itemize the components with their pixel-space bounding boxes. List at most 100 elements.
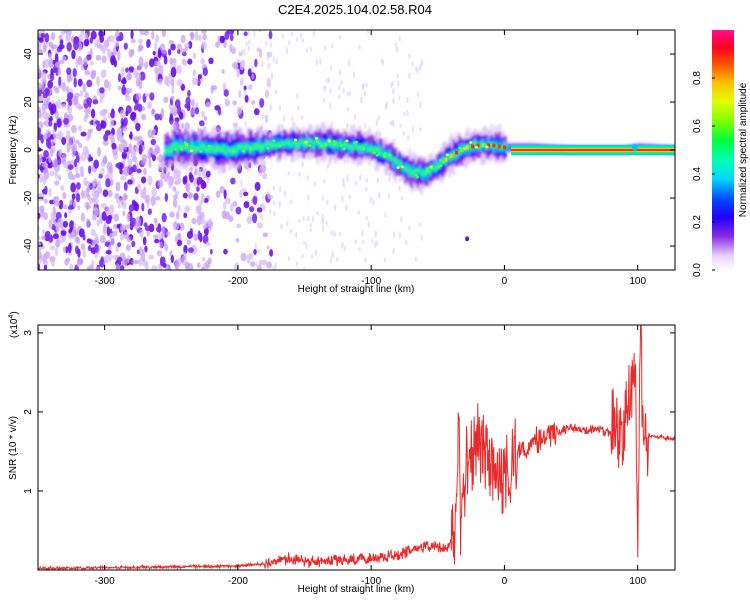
heatmap-cell [242,48,246,56]
heatmap-cell [97,146,102,157]
heatmap-cell [187,263,194,270]
heatmap-cell [333,230,336,238]
colorbar-tick-label: 0.2 [692,215,703,229]
heatmap-cell [147,208,152,216]
heatmap-cell [55,170,59,180]
heatmap-cell [138,44,144,52]
heatmap-cell [159,43,166,52]
heatmap-cell [170,66,177,78]
heatmap-cell [272,200,276,206]
heatmap-cell [177,233,181,238]
heatmap-cell [327,139,331,143]
heatmap-cell [302,266,306,270]
heatmap-cell [101,55,107,64]
heatmap-cell [320,138,323,146]
heatmap-cell [438,158,443,162]
heatmap-cell [300,138,303,147]
heatmap-cell [158,64,164,75]
heatmap-cell [47,140,52,150]
heatmap-cell [238,90,242,99]
heatmap-cell [152,50,156,56]
heatmap-cell [95,266,101,270]
heatmap-cell [169,250,173,257]
heatmap-cell [172,136,175,150]
heatmap-cell [87,244,92,251]
heatmap-cell [288,39,291,46]
heatmap-cell [235,206,242,215]
heatmap-cell [244,94,249,103]
heatmap-cell [421,59,424,65]
heatmap-cell [344,141,347,147]
heatmap-cell [266,190,270,198]
heatmap-cell [178,144,181,149]
heatmap-cell [55,222,60,233]
heatmap-cell [99,235,106,244]
heatmap-cell [348,90,352,97]
heatmap-cell [474,145,479,149]
heatmap-cell [124,95,131,101]
colorbar-gradient [712,30,734,270]
heatmap-cell [62,220,69,228]
heatmap-cell [48,156,52,164]
heatmap-cell [268,141,271,151]
heatmap-cell [301,160,304,168]
heatmap-cell [48,220,53,228]
snr-series-line [38,325,675,570]
heatmap-cell [55,211,62,220]
snr-y-tick-label: 1 [23,488,34,494]
heatmap-cell [384,212,387,218]
heatmap-cell [49,147,54,157]
heatmap-cell [127,158,133,168]
heatmap-cell [194,30,199,42]
heatmap-cell [324,143,328,147]
heatmap-cell [261,194,265,200]
heatmap-cell [260,61,264,68]
heatmap-cell [180,48,186,54]
heatmap-cell [369,196,373,204]
heatmap-cell [376,147,379,153]
heatmap-cell [362,136,365,152]
heatmap-cell [75,236,81,245]
heatmap-cell [73,200,77,209]
heatmap-cell [240,187,244,194]
heatmap-cell [75,193,81,203]
heatmap-cell [204,140,207,152]
heatmap-cell [254,191,257,197]
heatmap-cell [222,202,227,210]
heatmap-cell [339,144,343,147]
heatmap-cell [100,69,107,79]
heatmap-cell [184,145,187,151]
heatmap-cell [301,254,304,259]
heatmap-cell [172,194,179,200]
heatmap-cell [123,117,128,127]
heatmap-cell [229,33,234,42]
heatmap-cell [293,138,298,142]
heatmap-cell [412,171,415,177]
heatmap-cell [202,234,209,245]
heatmap-cell [63,204,68,210]
heatmap-cell [180,83,186,91]
heatmap-cell [410,169,413,175]
heatmap-cell [72,68,77,78]
heatmap-cell [38,48,43,54]
heatmap-cell [86,266,90,270]
heatmap-cell [490,142,493,148]
heatmap-cell [106,226,111,237]
heatmap-cell [246,215,253,225]
heatmap-cell [102,189,109,198]
heatmap-cell [115,181,121,192]
heatmap-cell [176,79,183,87]
heatmap-cell [243,201,250,209]
heatmap-cell [290,144,293,148]
heatmap-cell [175,190,180,196]
heatmap-cell [60,82,66,90]
heatmap-cell [270,72,274,81]
heatmap-cell [139,71,146,81]
heatmap-cell [247,68,252,77]
heatmap-cell [425,169,429,173]
heatmap-cell [138,257,142,267]
heatmap-cell [148,223,155,233]
heatmap-cell [238,143,241,150]
heatmap-cell [62,161,68,169]
heatmap-cell [138,246,143,256]
